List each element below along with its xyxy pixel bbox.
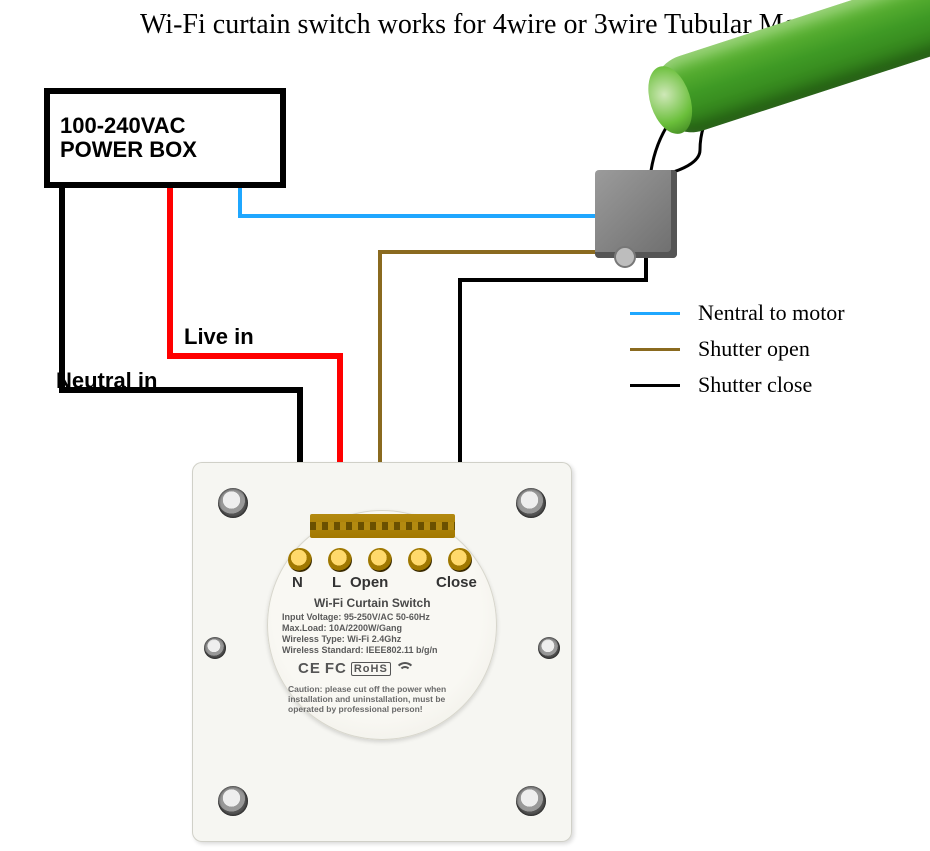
terminal-label: N (292, 574, 303, 591)
screw-hole-icon (538, 637, 560, 659)
legend-text: Shutter close (698, 368, 812, 402)
terminal-close-hole (448, 548, 472, 572)
legend-swatch (630, 384, 680, 387)
label-neutral-in: Neutral in (56, 368, 157, 394)
ce-mark-icon: CE (298, 660, 321, 677)
tubular-motor-knob (614, 246, 636, 268)
legend-item: Shutter open (630, 332, 845, 366)
terminal-n-hole (288, 548, 312, 572)
legend: Nentral to motor Shutter open Shutter cl… (630, 296, 845, 404)
product-name: Wi-Fi Curtain Switch (314, 596, 431, 610)
screw-hole-icon (516, 786, 546, 816)
terminal-spare-hole (408, 548, 432, 572)
legend-item: Nentral to motor (630, 296, 845, 330)
terminal-open-hole (368, 548, 392, 572)
terminal-label: L (332, 574, 341, 591)
legend-text: Nentral to motor (698, 296, 845, 330)
label-live-in: Live in (184, 324, 254, 350)
legend-text: Shutter open (698, 332, 810, 366)
screw-hole-icon (218, 488, 248, 518)
caution-text: Caution: please cut off the power when i… (288, 684, 446, 714)
product-specs: Input Voltage: 95-250V/AC 50-60Hz Max.Lo… (282, 612, 437, 656)
screw-hole-icon (204, 637, 226, 659)
wire-neutral-to-motor (240, 180, 618, 216)
certification-marks: CE FC RoHS (298, 660, 413, 677)
terminal-block (310, 514, 455, 538)
screw-hole-icon (516, 488, 546, 518)
screw-hole-icon (218, 786, 248, 816)
tubular-motor-head (595, 170, 677, 258)
power-box: 100-240VAC POWER BOX (44, 88, 286, 188)
terminal-l-hole (328, 548, 352, 572)
switch-plate: N L Open Close Wi-Fi Curtain Switch Inpu… (192, 462, 572, 842)
legend-swatch (630, 312, 680, 315)
legend-item: Shutter close (630, 368, 845, 402)
power-box-label: 100-240VAC POWER BOX (60, 114, 197, 162)
legend-swatch (630, 348, 680, 351)
wifi-icon (395, 662, 413, 676)
fc-mark-icon: FC (325, 660, 347, 677)
wiring-diagram: Wi-Fi curtain switch works for 4wire or … (0, 0, 930, 851)
terminal-label: Open (350, 574, 388, 591)
terminal-label: Close (436, 574, 477, 591)
rohs-mark-icon: RoHS (351, 662, 391, 676)
